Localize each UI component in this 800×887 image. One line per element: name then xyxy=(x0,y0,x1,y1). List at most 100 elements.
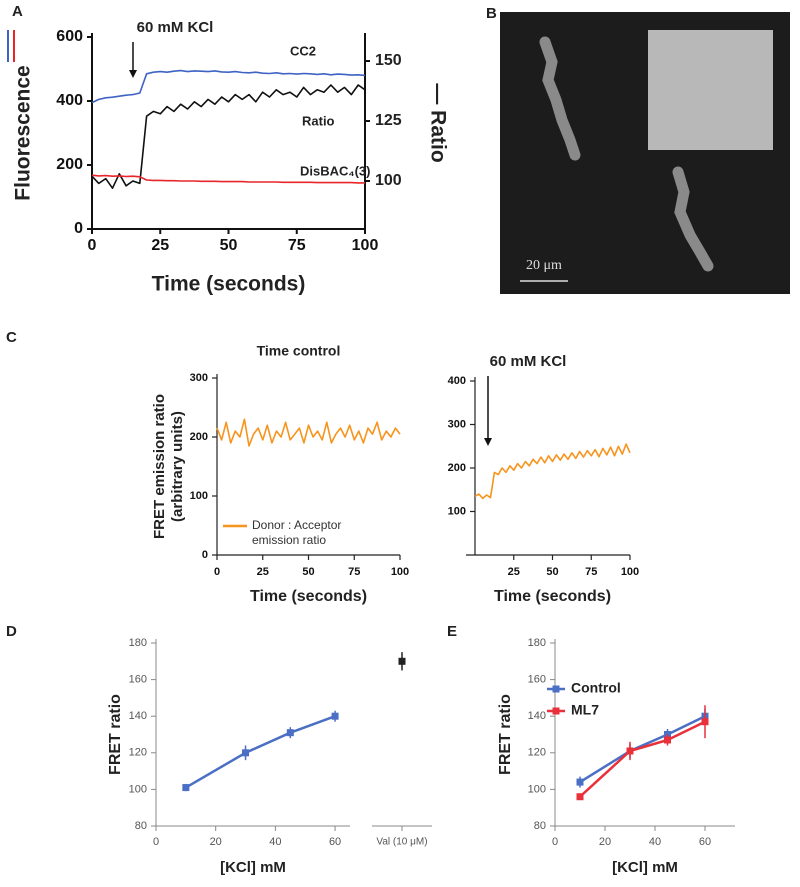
y-axis-label: Fluorescence xyxy=(12,65,35,200)
y2-tick-label: 100 xyxy=(375,172,402,189)
series-line xyxy=(579,720,706,798)
point xyxy=(182,784,190,792)
panel-label: A xyxy=(12,3,23,20)
annotation: 60 mM KCl xyxy=(137,19,214,36)
chart-title: Time control xyxy=(257,343,341,359)
x-tick-label: 75 xyxy=(348,566,360,578)
y-axis-label: FRET emission ratio xyxy=(151,394,168,539)
series-label: CC2 xyxy=(290,43,316,58)
y-tick-label: 80 xyxy=(534,820,546,832)
x-tick-label: 100 xyxy=(391,566,409,578)
y-axis-label: FRET ratio xyxy=(107,694,124,775)
legend-label: Donor : Acceptor emission ratio xyxy=(252,518,342,547)
y-tick-label: 600 xyxy=(56,28,83,45)
legend-marker xyxy=(552,707,560,715)
x-tick-label: 25 xyxy=(508,566,520,578)
x-tick-label: 100 xyxy=(352,237,379,254)
image-square xyxy=(648,30,773,150)
y2-tick-label: 125 xyxy=(375,112,402,129)
series-label: Ratio xyxy=(302,113,335,128)
x-tick-label: 40 xyxy=(649,836,661,848)
y-tick-label: 100 xyxy=(448,505,466,517)
x-tick-label: 20 xyxy=(210,836,222,848)
x-tick-label: 40 xyxy=(269,836,281,848)
x-tick-label: 75 xyxy=(288,237,306,254)
scale-label: 20 μm xyxy=(526,258,562,273)
x-tick-label: 0 xyxy=(88,237,97,254)
x-tick-label: 20 xyxy=(599,836,611,848)
y-axis-label: FRET ratio xyxy=(497,694,514,775)
point xyxy=(398,657,406,665)
y-tick-label: 120 xyxy=(129,747,147,759)
y-tick-label: 200 xyxy=(56,156,83,173)
point xyxy=(576,778,584,786)
x-tick-label: 75 xyxy=(585,566,597,578)
y-tick-label: 400 xyxy=(448,375,466,387)
panel-label: D xyxy=(6,623,17,640)
x-tick-label: 25 xyxy=(151,237,169,254)
x-tick-label: 0 xyxy=(153,836,159,848)
y-tick-label: 400 xyxy=(56,92,83,109)
point xyxy=(701,718,709,726)
y-tick-label: 180 xyxy=(129,637,147,649)
y2-axis-label: — Ratio xyxy=(426,83,449,162)
panel-label: E xyxy=(447,623,457,640)
x-axis-label: Time (seconds) xyxy=(250,588,367,605)
x-tick-label: 60 xyxy=(699,836,711,848)
y-tick-label: 120 xyxy=(528,747,546,759)
series-line xyxy=(216,418,401,447)
x-axis-label: [KCl] mM xyxy=(220,859,286,876)
series-line xyxy=(91,69,366,104)
y-tick-label: 0 xyxy=(74,220,83,237)
annotation-arrowhead xyxy=(484,438,492,446)
legend-label: ML7 xyxy=(571,702,599,718)
x-tick-label: 0 xyxy=(552,836,558,848)
micrograph: 20 μm xyxy=(500,12,790,294)
y-tick-label: 160 xyxy=(129,674,147,686)
y-tick-label: 180 xyxy=(528,637,546,649)
x-tick-label: 60 xyxy=(329,836,341,848)
series-label: DisBAC₄(3) xyxy=(300,163,370,178)
y-tick-label: 0 xyxy=(202,549,208,561)
y-tick-label: 300 xyxy=(190,372,208,384)
panel-label: C xyxy=(6,329,17,346)
x-tick-label: 100 xyxy=(621,566,639,578)
point xyxy=(576,793,584,801)
point xyxy=(664,736,671,744)
annotation: 60 mM KCl xyxy=(490,353,567,370)
x-axis-label: Time (seconds) xyxy=(152,273,306,296)
point xyxy=(626,747,634,755)
point xyxy=(331,712,339,720)
x-tick-label: 50 xyxy=(220,237,238,254)
annotation-arrowhead xyxy=(129,70,137,78)
y-axis-label: (arbitrary units) xyxy=(169,411,186,522)
x-axis-label: Time (seconds) xyxy=(494,588,611,605)
y-tick-label: 100 xyxy=(129,783,147,795)
series-line xyxy=(579,715,706,784)
legend-marker xyxy=(552,685,560,693)
y-tick-label: 160 xyxy=(528,674,546,686)
y-tick-label: 200 xyxy=(448,462,466,474)
series-line xyxy=(474,443,631,500)
point xyxy=(286,729,294,737)
y-tick-label: 80 xyxy=(135,820,147,832)
x-tick-label: 25 xyxy=(257,566,269,578)
series-line xyxy=(91,84,366,189)
y-tick-label: 200 xyxy=(190,431,208,443)
cell xyxy=(672,166,714,272)
x-axis-label: [KCl] mM xyxy=(612,859,678,876)
y-tick-label: 300 xyxy=(448,418,466,430)
x-tick-label: 50 xyxy=(546,566,558,578)
y-tick-label: 140 xyxy=(528,710,546,722)
series-line xyxy=(185,715,336,789)
y-tick-label: 140 xyxy=(129,710,147,722)
point xyxy=(242,749,250,757)
y-tick-label: 100 xyxy=(190,490,208,502)
panel-label: B xyxy=(486,5,497,22)
series-line xyxy=(91,174,365,184)
x-tick-label: Val (10 μM) xyxy=(376,837,427,848)
x-tick-label: 50 xyxy=(302,566,314,578)
x-tick-label: 0 xyxy=(214,566,220,578)
